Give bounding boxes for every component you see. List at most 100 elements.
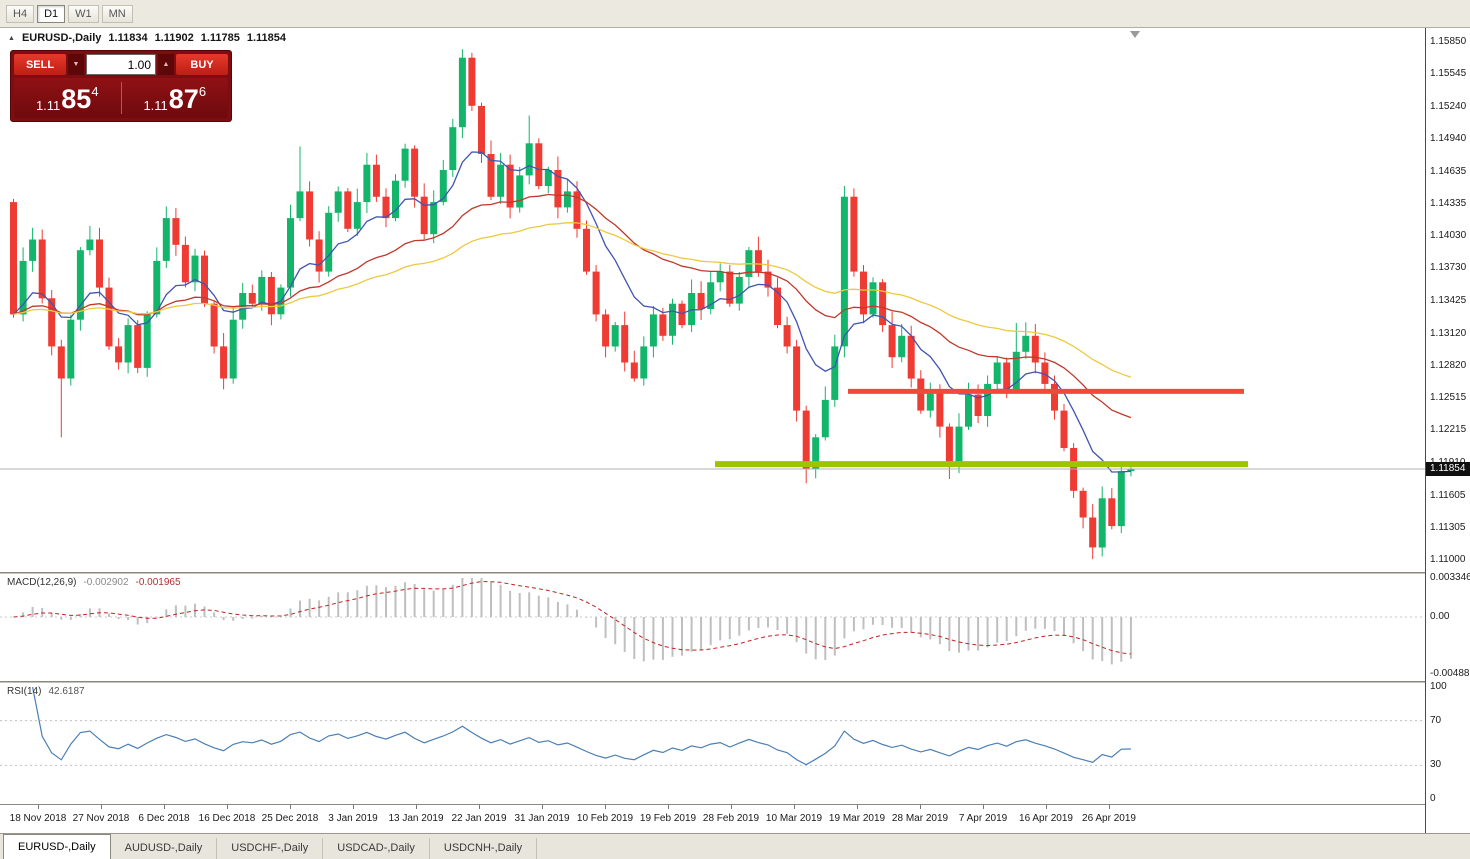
macd-axis-label: 0.00 bbox=[1430, 611, 1450, 623]
date-axis-label: 19 Mar 2019 bbox=[828, 813, 886, 824]
chart-tab-usdcad[interactable]: USDCAD-,Daily bbox=[323, 838, 430, 859]
price-axis-label: 1.15850 bbox=[1430, 35, 1467, 47]
date-tick bbox=[920, 805, 921, 809]
one-click-trading-widget: SELL ▼ ▲ BUY 1.11 85 4 1.11 87 6 bbox=[10, 50, 232, 122]
price-axis-label: 1.13425 bbox=[1430, 295, 1467, 306]
chart-tab-usdchf[interactable]: USDCHF-,Daily bbox=[217, 838, 324, 859]
macd-axis-label: 0.003346 bbox=[1430, 572, 1470, 583]
date-tick bbox=[542, 805, 543, 809]
date-tick bbox=[38, 805, 39, 809]
sell-price-display[interactable]: 1.11 85 4 bbox=[14, 78, 121, 118]
date-axis-label: 18 Nov 2018 bbox=[9, 813, 67, 824]
date-axis-label: 10 Mar 2019 bbox=[765, 813, 823, 824]
sell-price-prefix: 1.11 bbox=[35, 98, 61, 113]
chart-symbol-header: ▲ EURUSD-,Daily 1.11834 1.11902 1.11785 … bbox=[8, 32, 286, 44]
date-axis-label: 10 Feb 2019 bbox=[576, 813, 634, 824]
date-tick bbox=[605, 805, 606, 809]
buy-price-pips: 87 bbox=[168, 83, 199, 114]
date-axis-label: 16 Apr 2019 bbox=[1019, 813, 1073, 824]
rsi-axis-label: 70 bbox=[1430, 714, 1442, 726]
price-axis-label: 1.14940 bbox=[1430, 133, 1467, 144]
date-axis-label: 16 Dec 2018 bbox=[198, 813, 256, 824]
price-axis-label: 1.12515 bbox=[1430, 392, 1467, 404]
date-axis-label: 27 Nov 2018 bbox=[72, 813, 130, 824]
rsi-value: 42.6187 bbox=[48, 686, 85, 697]
main-chart-canvas[interactable] bbox=[0, 28, 1425, 574]
date-axis-label: 25 Dec 2018 bbox=[261, 813, 319, 824]
date-tick bbox=[668, 805, 669, 809]
volume-decrease-button[interactable]: ▼ bbox=[68, 54, 84, 75]
date-tick bbox=[416, 805, 417, 809]
volume-increase-button[interactable]: ▲ bbox=[158, 54, 174, 75]
date-axis-label: 13 Jan 2019 bbox=[388, 813, 444, 824]
chart-shift-icon[interactable] bbox=[1130, 31, 1140, 38]
timeframe-button-mn[interactable]: MN bbox=[101, 4, 133, 23]
date-tick bbox=[353, 805, 354, 809]
date-axis-label: 31 Jan 2019 bbox=[514, 813, 570, 824]
date-axis-label: 26 Apr 2019 bbox=[1082, 813, 1136, 824]
chart-high-value: 1.11902 bbox=[154, 32, 194, 44]
volume-input[interactable] bbox=[86, 54, 156, 75]
date-tick bbox=[227, 805, 228, 809]
panel-splitter-rsi[interactable] bbox=[0, 681, 1425, 683]
sell-button[interactable]: SELL bbox=[14, 54, 66, 75]
price-axis-label: 1.14030 bbox=[1430, 230, 1467, 242]
chart-tab-audusd[interactable]: AUDUSD-,Daily bbox=[111, 838, 218, 859]
rsi-axis-label: 100 bbox=[1430, 681, 1447, 692]
buy-price-prefix: 1.11 bbox=[143, 98, 168, 113]
buy-button[interactable]: BUY bbox=[176, 54, 228, 75]
timeframe-button-h4[interactable]: H4 bbox=[6, 4, 35, 23]
chart-close-value: 1.11854 bbox=[246, 32, 287, 44]
macd-signal-value: -0.001965 bbox=[135, 577, 181, 588]
date-axis-label: 28 Mar 2019 bbox=[891, 813, 949, 824]
rsi-axis-label: 30 bbox=[1430, 759, 1442, 771]
chart-window: ▲ EURUSD-,Daily 1.11834 1.11902 1.11785 … bbox=[0, 28, 1470, 833]
date-tick bbox=[731, 805, 732, 809]
price-axis-label: 1.11000 bbox=[1430, 554, 1466, 566]
date-axis-label: 28 Feb 2019 bbox=[702, 813, 760, 824]
price-axis-label: 1.15240 bbox=[1430, 100, 1467, 112]
price-axis-label: 1.15545 bbox=[1430, 68, 1467, 80]
timeframe-button-w1[interactable]: W1 bbox=[68, 4, 99, 23]
price-axis-label: 1.11305 bbox=[1430, 521, 1466, 533]
price-axis-label: 1.14335 bbox=[1430, 197, 1467, 209]
panel-splitter-macd[interactable] bbox=[0, 572, 1425, 574]
date-tick bbox=[794, 805, 795, 809]
rsi-label: RSI(14) bbox=[7, 686, 42, 697]
timeframe-toolbar: H4 D1 W1 MN bbox=[0, 0, 1470, 28]
date-axis[interactable]: 18 Nov 2018 27 Nov 2018 6 Dec 2018 16 Dec 2… bbox=[0, 804, 1425, 833]
date-tick bbox=[101, 805, 102, 809]
date-axis-label: 6 Dec 2018 bbox=[138, 813, 190, 824]
date-tick bbox=[857, 805, 858, 809]
rsi-indicator-canvas[interactable] bbox=[0, 683, 1425, 804]
date-axis-label: 19 Feb 2019 bbox=[639, 813, 697, 824]
date-axis-label: 7 Apr 2019 bbox=[958, 813, 1008, 824]
rsi-axis-label: 0 bbox=[1430, 793, 1436, 804]
buy-price-display[interactable]: 1.11 87 6 bbox=[122, 78, 229, 118]
price-axis-label: 1.12820 bbox=[1430, 359, 1467, 371]
date-tick bbox=[164, 805, 165, 809]
chart-tab-bar: EURUSD-,Daily AUDUSD-,Daily USDCHF-,Daily U… bbox=[0, 833, 1470, 859]
date-tick bbox=[1046, 805, 1047, 809]
date-tick bbox=[290, 805, 291, 809]
chart-open-value: 1.11834 bbox=[108, 32, 148, 44]
macd-header: MACD(12,26,9) -0.002902 -0.001965 bbox=[7, 577, 181, 588]
macd-label: MACD(12,26,9) bbox=[7, 577, 77, 588]
rsi-header: RSI(14) 42.6187 bbox=[7, 686, 85, 697]
sell-price-pips: 85 bbox=[61, 83, 92, 114]
price-axis-label: 1.13730 bbox=[1430, 262, 1467, 274]
sell-price-point: 4 bbox=[91, 84, 99, 99]
price-axis-label: 1.11605 bbox=[1430, 489, 1466, 501]
current-price-marker: 1.11854 bbox=[1426, 461, 1470, 476]
macd-axis-label: -0.004885 bbox=[1430, 668, 1470, 679]
price-scale[interactable]: 1.15850 1.15545 1.15240 1.14940 1.14635 1.143… bbox=[1425, 28, 1470, 833]
chart-tab-usdcnh[interactable]: USDCNH-,Daily bbox=[430, 838, 538, 859]
symbol-direction-icon: ▲ bbox=[8, 35, 15, 42]
macd-indicator-canvas[interactable] bbox=[0, 574, 1425, 681]
timeframe-button-d1[interactable]: D1 bbox=[37, 4, 66, 23]
chart-tab-eurusd[interactable]: EURUSD-,Daily bbox=[3, 834, 111, 859]
price-axis-label: 1.12215 bbox=[1430, 424, 1467, 436]
buy-price-point: 6 bbox=[198, 84, 207, 99]
date-tick bbox=[1109, 805, 1110, 809]
